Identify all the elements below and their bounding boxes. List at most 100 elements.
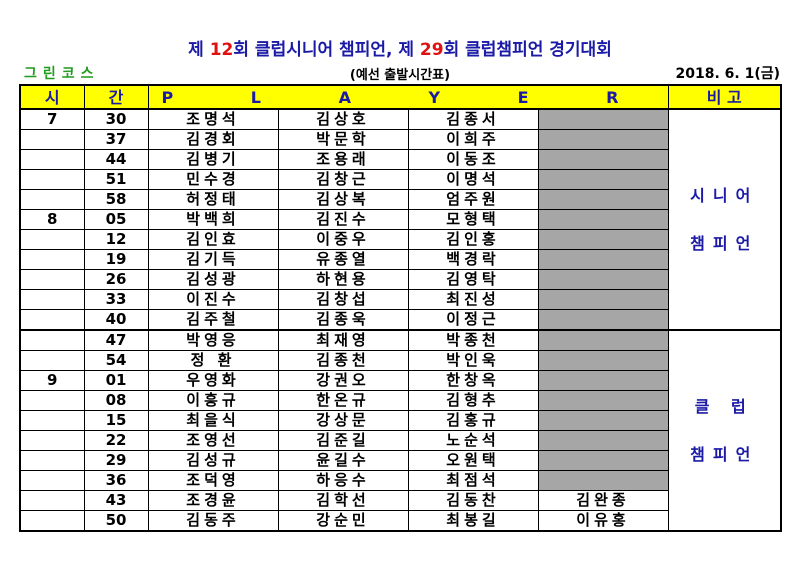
player-4-cell bbox=[537, 410, 669, 431]
remark-club-champion: 클 럽 챔피언 bbox=[667, 329, 782, 532]
time-minute-cell: 30 bbox=[83, 108, 149, 130]
time-minute-cell: 15 bbox=[83, 410, 149, 431]
time-hour-cell bbox=[19, 129, 85, 150]
player-3-cell: 노순석 bbox=[407, 430, 539, 451]
player-3-cell: 오원택 bbox=[407, 450, 539, 471]
time-minute-cell: 58 bbox=[83, 189, 149, 210]
remark-line-2: 챔피언 bbox=[690, 233, 759, 253]
time-hour-cell bbox=[19, 249, 85, 270]
header-player: P L A Y E R bbox=[147, 84, 669, 110]
table-row: 37 김경회 박문학 이희주 bbox=[19, 129, 781, 150]
player-3-cell: 이정근 bbox=[407, 309, 539, 331]
player-4-cell: 이유홍 bbox=[537, 510, 669, 532]
player-4-cell bbox=[537, 129, 669, 150]
table-row: 43 조경윤 김학선 김동찬 김완종 bbox=[19, 490, 781, 511]
table-row: 7 30 조명석 김상호 김종서 시니어 챔피언 bbox=[19, 108, 782, 331]
time-hour-cell bbox=[19, 229, 85, 250]
player-4-cell bbox=[537, 229, 669, 250]
time-hour-cell bbox=[19, 149, 85, 170]
player-2-cell: 김종욱 bbox=[277, 309, 409, 331]
player-1-cell: 조덕영 bbox=[147, 470, 279, 491]
table-row: 50 김동주 강순민 최봉길 이유홍 bbox=[19, 510, 781, 532]
header-remark: 비 고 bbox=[667, 84, 782, 110]
player-4-cell bbox=[537, 390, 669, 411]
player-4-cell bbox=[537, 209, 669, 230]
time-hour-cell bbox=[19, 390, 85, 411]
player-1-cell: 조영선 bbox=[147, 430, 279, 451]
time-hour-cell bbox=[19, 350, 85, 371]
player-4-cell bbox=[537, 108, 669, 130]
player-3-cell: 백경락 bbox=[407, 249, 539, 270]
time-minute-cell: 12 bbox=[83, 229, 149, 250]
player-1-cell: 김동주 bbox=[147, 510, 279, 532]
time-minute-cell: 05 bbox=[83, 209, 149, 230]
time-hour-cell bbox=[19, 289, 85, 310]
time-hour-cell bbox=[19, 309, 85, 331]
player-3-cell: 한창옥 bbox=[407, 370, 539, 391]
player-2-cell: 유종열 bbox=[277, 249, 409, 270]
player-1-cell: 우영화 bbox=[147, 370, 279, 391]
player-2-cell: 김상호 bbox=[277, 108, 409, 130]
player-2-cell: 강순민 bbox=[277, 510, 409, 532]
title-number-club: 29 bbox=[419, 40, 444, 60]
tee-time-table: 시 간 P L A Y E R 비 고 7 30 조명석 김상호 김종서 시니어 챔피언 37… bbox=[19, 84, 782, 532]
time-hour-cell: 7 bbox=[19, 108, 85, 130]
player-1-cell: 이흥규 bbox=[147, 390, 279, 411]
time-hour-cell bbox=[19, 450, 85, 471]
player-3-cell: 김종서 bbox=[407, 108, 539, 130]
time-hour-cell bbox=[19, 269, 85, 290]
player-2-cell: 이중우 bbox=[277, 229, 409, 250]
player-2-cell: 김창근 bbox=[277, 169, 409, 190]
player-2-cell: 김상복 bbox=[277, 189, 409, 210]
player-3-cell: 최점석 bbox=[407, 470, 539, 491]
player-2-cell: 윤길수 bbox=[277, 450, 409, 471]
player-4-cell bbox=[537, 269, 669, 290]
player-3-cell: 박종천 bbox=[407, 329, 539, 351]
time-hour-cell bbox=[19, 410, 85, 431]
player-4-cell bbox=[537, 169, 669, 190]
player-4-cell bbox=[537, 430, 669, 451]
table-row: 33 이진수 김창섭 최진성 bbox=[19, 289, 781, 310]
table-row: 9 01 우영화 강권오 한창옥 bbox=[19, 370, 781, 391]
player-2-cell: 한온규 bbox=[277, 390, 409, 411]
time-minute-cell: 01 bbox=[83, 370, 149, 391]
player-1-cell: 김기득 bbox=[147, 249, 279, 270]
player-4-cell bbox=[537, 309, 669, 331]
player-2-cell: 박문학 bbox=[277, 129, 409, 150]
time-hour-cell bbox=[19, 430, 85, 451]
time-minute-cell: 54 bbox=[83, 350, 149, 371]
table-row: 12 김인효 이중우 김인홍 bbox=[19, 229, 781, 250]
table-header-row: 시 간 P L A Y E R 비 고 bbox=[19, 84, 782, 110]
table-row: 26 김성광 하현용 김영탁 bbox=[19, 269, 781, 290]
player-2-cell: 김종천 bbox=[277, 350, 409, 371]
player-3-cell: 김영탁 bbox=[407, 269, 539, 290]
time-minute-cell: 40 bbox=[83, 309, 149, 331]
player-1-cell: 김경회 bbox=[147, 129, 279, 150]
time-minute-cell: 29 bbox=[83, 450, 149, 471]
player-3-cell: 이명석 bbox=[407, 169, 539, 190]
table-row: 8 05 박백희 김진수 모형택 bbox=[19, 209, 781, 230]
table-row: 51 민수경 김창근 이명석 bbox=[19, 169, 781, 190]
time-minute-cell: 26 bbox=[83, 269, 149, 290]
player-1-cell: 정 환 bbox=[147, 350, 279, 371]
time-hour-cell bbox=[19, 470, 85, 491]
player-2-cell: 강권오 bbox=[277, 370, 409, 391]
player-3-cell: 최봉길 bbox=[407, 510, 539, 532]
table-row: 58 허정태 김상복 엄주원 bbox=[19, 189, 781, 210]
time-minute-cell: 50 bbox=[83, 510, 149, 532]
player-4-cell bbox=[537, 370, 669, 391]
player-3-cell: 이동조 bbox=[407, 149, 539, 170]
table-row: 40 김주철 김종욱 이정근 bbox=[19, 309, 781, 331]
schedule-subtitle: (예선 출발시간표) bbox=[349, 68, 451, 83]
title-number-senior: 12 bbox=[209, 40, 234, 60]
time-hour-cell bbox=[19, 189, 85, 210]
player-3-cell: 김인홍 bbox=[407, 229, 539, 250]
player-4-cell: 김완종 bbox=[537, 490, 669, 511]
time-hour-cell bbox=[19, 329, 85, 351]
player-3-cell: 김홍규 bbox=[407, 410, 539, 431]
player-4-cell bbox=[537, 329, 669, 351]
page-title: 제 12회 클럽시니어 챔피언, 제 29회 클럽챔피언 경기대회 bbox=[188, 40, 612, 60]
player-3-cell: 이희주 bbox=[407, 129, 539, 150]
event-date: 2018. 6. 1(금) bbox=[675, 66, 780, 82]
time-hour-cell: 8 bbox=[19, 209, 85, 230]
